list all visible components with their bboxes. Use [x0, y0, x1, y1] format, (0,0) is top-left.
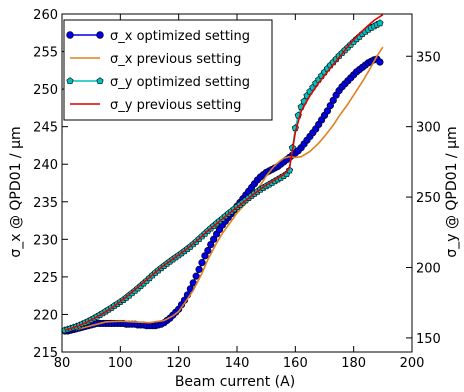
series-point	[96, 31, 104, 39]
x-tick-label: 120	[166, 356, 191, 371]
legend-label: σ_x previous setting	[110, 52, 241, 67]
series-point	[66, 31, 74, 39]
y-right-tick-label: 150	[416, 332, 441, 347]
y-left-tick-label: 215	[33, 346, 58, 361]
y-left-tick-label: 240	[33, 158, 58, 173]
legend-label: σ_x optimized setting	[110, 29, 250, 44]
legend: σ_x optimized setting σ_x previous settin…	[63, 19, 273, 121]
x-axis: 80 100 120 140 160 180 200	[54, 14, 425, 371]
y-right-tick-label: 200	[416, 262, 441, 277]
x-tick-label: 180	[341, 356, 366, 371]
y-axis-right: 150 200 250 300 350	[406, 50, 441, 347]
y-right-tick-label: 350	[416, 50, 441, 65]
y-left-tick-label: 220	[33, 308, 58, 323]
y-left-tick-label: 255	[33, 46, 58, 61]
series-point	[376, 19, 384, 27]
x-tick-label: 160	[283, 356, 308, 371]
y-left-tick-label: 245	[33, 121, 58, 136]
x-tick-label: 140	[225, 356, 250, 371]
y-axis-right-title: σ_y @ QPD01 / μm	[444, 126, 460, 257]
series-layer	[61, 14, 384, 335]
y-left-tick-label: 250	[33, 83, 58, 98]
series-point	[204, 247, 212, 255]
series-point	[66, 77, 74, 85]
y-right-tick-label: 300	[416, 121, 441, 136]
x-tick-label: 80	[54, 356, 71, 371]
series-point	[376, 58, 384, 66]
series-point	[192, 272, 200, 280]
y-axis-left: 215 220 225 230 235 240 245 250 255 260	[33, 8, 68, 361]
y-left-tick-label: 235	[33, 196, 58, 211]
series-point	[198, 259, 206, 267]
x-tick-label: 200	[400, 356, 425, 371]
y-left-tick-label: 230	[33, 233, 58, 248]
x-axis-title: Beam current (A)	[175, 374, 295, 390]
y-right-tick-label: 250	[416, 191, 441, 206]
x-tick-label: 100	[108, 356, 133, 371]
series-3	[64, 14, 384, 331]
legend-label: σ_y optimized setting	[110, 75, 250, 90]
y-left-tick-label: 260	[33, 8, 58, 23]
series-point	[195, 265, 203, 273]
y-axis-left-title: σ_x @ QPD01 / μm	[8, 126, 24, 257]
y-left-tick-label: 225	[33, 271, 58, 286]
legend-label: σ_y previous setting	[110, 98, 241, 113]
series-point	[96, 77, 104, 85]
series-line	[64, 14, 384, 331]
